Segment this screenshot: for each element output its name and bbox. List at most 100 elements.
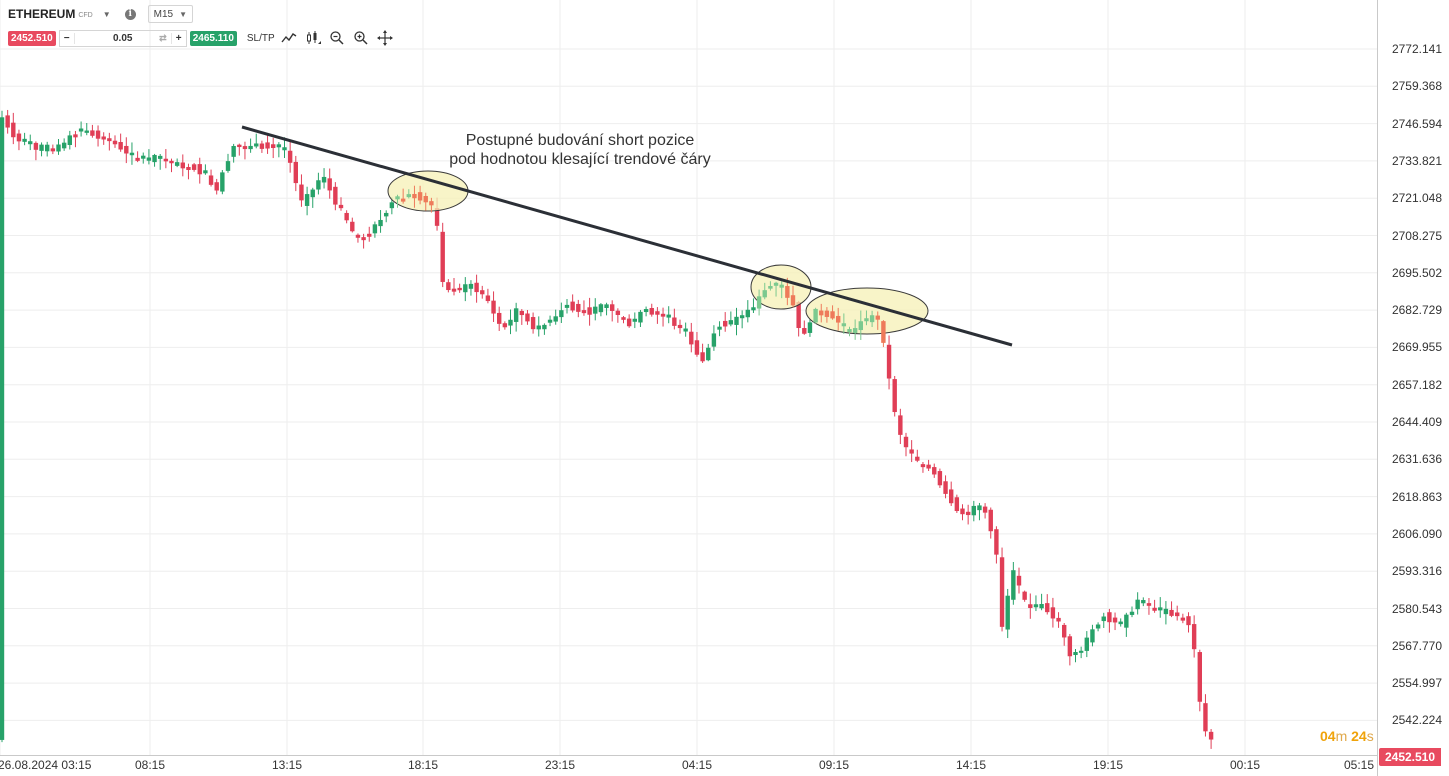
candle-bearish — [1191, 615, 1197, 658]
candle-bearish — [570, 294, 575, 313]
sell-button[interactable]: 2452.510 — [8, 30, 56, 46]
candle-body — [22, 138, 27, 142]
volume-value: 0.05 — [112, 32, 133, 44]
candle-bullish — [316, 172, 321, 195]
candle-body — [677, 324, 683, 329]
sltp-button[interactable]: SL/TP — [246, 32, 275, 44]
candle-body — [107, 138, 112, 142]
candle-bearish — [694, 331, 700, 357]
candle-body — [570, 301, 575, 311]
price-axis-label: 2631.636 — [1391, 452, 1442, 467]
candle-bullish — [254, 133, 259, 149]
info-icon[interactable]: i — [124, 8, 136, 20]
zoom-in-icon[interactable] — [351, 30, 371, 46]
candle-body — [632, 318, 637, 322]
line-chart-icon[interactable] — [279, 30, 299, 46]
candle-body — [1124, 614, 1129, 628]
candle-body — [1101, 616, 1106, 622]
timeframe-select[interactable]: M15 ▼ — [147, 5, 194, 23]
buy-button[interactable]: 2465.110 — [189, 30, 237, 46]
candle-body — [180, 162, 185, 169]
candle-bearish — [937, 468, 943, 488]
crosshair-icon[interactable] — [375, 30, 395, 46]
price-axis-label: 2618.863 — [1391, 489, 1442, 504]
candle-body — [694, 340, 700, 355]
candle-bearish — [265, 135, 270, 154]
candle-body — [265, 142, 270, 149]
candle-bullish — [553, 309, 558, 325]
candle-bullish — [1005, 588, 1010, 639]
symbol-name[interactable]: ETHEREUM — [8, 7, 76, 21]
candle-body — [73, 134, 78, 138]
candle-body — [282, 147, 287, 151]
candle-bearish — [112, 135, 118, 148]
candle-bullish — [1095, 622, 1101, 632]
symbol-dropdown-icon[interactable]: ▼ — [102, 9, 111, 19]
candle-body — [1050, 607, 1056, 619]
candle-body — [836, 315, 841, 323]
candle-bearish — [287, 140, 293, 173]
candle-bullish — [632, 312, 637, 329]
candle-bearish — [581, 300, 587, 316]
time-axis-label: 23:15 — [544, 758, 576, 772]
swap-icon[interactable]: ⇄ — [159, 32, 167, 43]
time-axis-label: 19:15 — [1092, 758, 1124, 772]
candle-bullish — [841, 313, 847, 334]
candle-bullish — [22, 132, 27, 146]
candle-bullish — [711, 325, 717, 351]
candle-body — [1062, 624, 1067, 638]
candle-bullish — [598, 303, 604, 317]
countdown-seconds: 24 — [1351, 728, 1367, 744]
candle-bullish — [977, 502, 982, 521]
candle-body — [728, 320, 734, 325]
volume-stepper[interactable]: − 0.05 ⇄ + — [58, 29, 187, 47]
candle-bullish — [1124, 612, 1129, 637]
zoom-out-icon[interactable] — [327, 30, 347, 46]
time-axis-label: 09:15 — [818, 758, 850, 772]
candle-bearish — [16, 129, 22, 151]
volume-input[interactable]: 0.05 ⇄ — [73, 32, 172, 44]
candle-bullish — [45, 141, 50, 157]
candle-bearish — [615, 308, 621, 323]
price-axis-label: 2580.543 — [1391, 601, 1442, 616]
candle-body — [480, 290, 485, 295]
candle-bullish — [779, 281, 784, 299]
candle-body — [497, 312, 502, 324]
candle-bullish — [762, 282, 767, 300]
candles-icon[interactable] — [303, 30, 323, 46]
volume-decrease-button[interactable]: − — [63, 32, 70, 44]
candle-body — [960, 508, 965, 515]
candle-bearish — [355, 233, 361, 243]
candle-bearish — [909, 440, 914, 463]
descending-trendline[interactable] — [241, 125, 1013, 347]
candle-body — [739, 315, 745, 319]
candle-bearish — [875, 311, 880, 330]
candle-bearish — [920, 461, 926, 473]
candle-body — [841, 323, 847, 327]
candle-body — [858, 321, 863, 331]
candle-bearish — [1203, 694, 1208, 737]
chevron-down-icon: ▼ — [179, 9, 188, 19]
candle-bearish — [90, 124, 95, 138]
candle-bearish — [677, 319, 683, 334]
candle-body — [762, 290, 767, 298]
candle-bullish — [638, 309, 643, 327]
candle-body — [1146, 603, 1152, 606]
candle-bearish — [400, 188, 406, 204]
candle-bullish — [220, 170, 225, 195]
price-chart[interactable] — [0, 0, 1377, 755]
candle-bullish — [536, 316, 541, 337]
candle-bullish — [739, 310, 745, 329]
candle-body — [1141, 600, 1146, 604]
candle-bearish — [429, 197, 434, 213]
candle-bullish — [734, 307, 739, 336]
candle-bullish — [129, 142, 135, 165]
candle-body — [1039, 604, 1044, 609]
volume-increase-button[interactable]: + — [175, 32, 182, 44]
candle-body — [547, 319, 553, 323]
candle-bearish — [423, 192, 428, 211]
candle-bullish — [146, 149, 152, 165]
candle-bearish — [242, 141, 248, 160]
candle-bearish — [660, 307, 666, 327]
symbol-toolbar: ETHEREUM CFD ▼ i M15 ▼ — [8, 4, 194, 24]
